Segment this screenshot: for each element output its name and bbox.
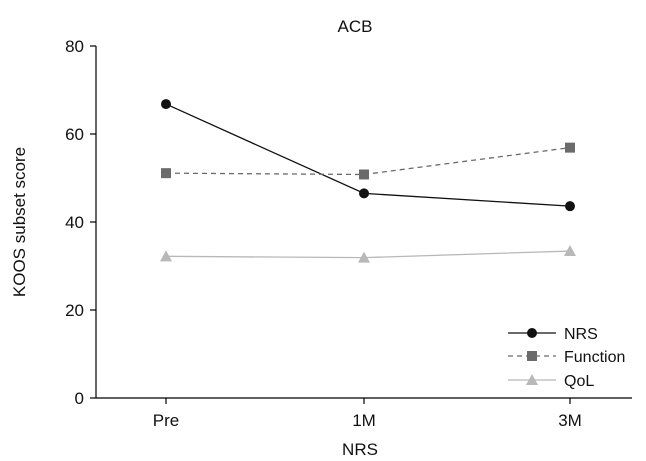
series-nrs <box>161 99 575 212</box>
data-point-function <box>565 142 575 153</box>
y-tick-label: 80 <box>65 37 84 56</box>
axes: 0 20 40 60 80 Pre 1M 3M <box>65 37 632 430</box>
x-tick-label: 3M <box>558 411 582 430</box>
series-function <box>161 142 575 180</box>
data-point-qol <box>358 251 370 263</box>
data-point-function <box>359 169 369 180</box>
series-line-qol <box>165 250 571 259</box>
series-qol <box>160 245 576 263</box>
y-axis-title: KOOS subset score <box>10 147 29 297</box>
x-axis-title: NRS <box>342 440 378 459</box>
x-tick-label: 1M <box>352 411 376 430</box>
y-tick-label: 20 <box>65 301 84 320</box>
chart-title: ACB <box>338 17 373 36</box>
data-point-nrs <box>161 99 171 110</box>
legend-item-function: Function <box>508 349 625 366</box>
data-point-nrs <box>359 188 369 199</box>
data-point-qol <box>564 245 576 257</box>
legend-item-qol: QoL <box>508 373 594 390</box>
legend-marker <box>527 351 537 361</box>
data-point-nrs <box>565 201 575 212</box>
x-tick-label: Pre <box>153 411 179 430</box>
legend-label: Function <box>564 349 625 366</box>
legend: NRS Function QoL <box>508 326 625 390</box>
plot-area <box>160 99 576 263</box>
y-tick-label: 60 <box>65 125 84 144</box>
y-tick-label: 40 <box>65 213 84 232</box>
data-point-qol <box>160 250 172 262</box>
data-point-function <box>161 168 171 179</box>
legend-item-nrs: NRS <box>508 326 598 343</box>
legend-marker <box>527 328 537 338</box>
legend-label: QoL <box>564 373 594 390</box>
legend-label: NRS <box>564 326 598 343</box>
y-tick-label: 0 <box>75 389 84 408</box>
legend-marker <box>526 374 538 385</box>
